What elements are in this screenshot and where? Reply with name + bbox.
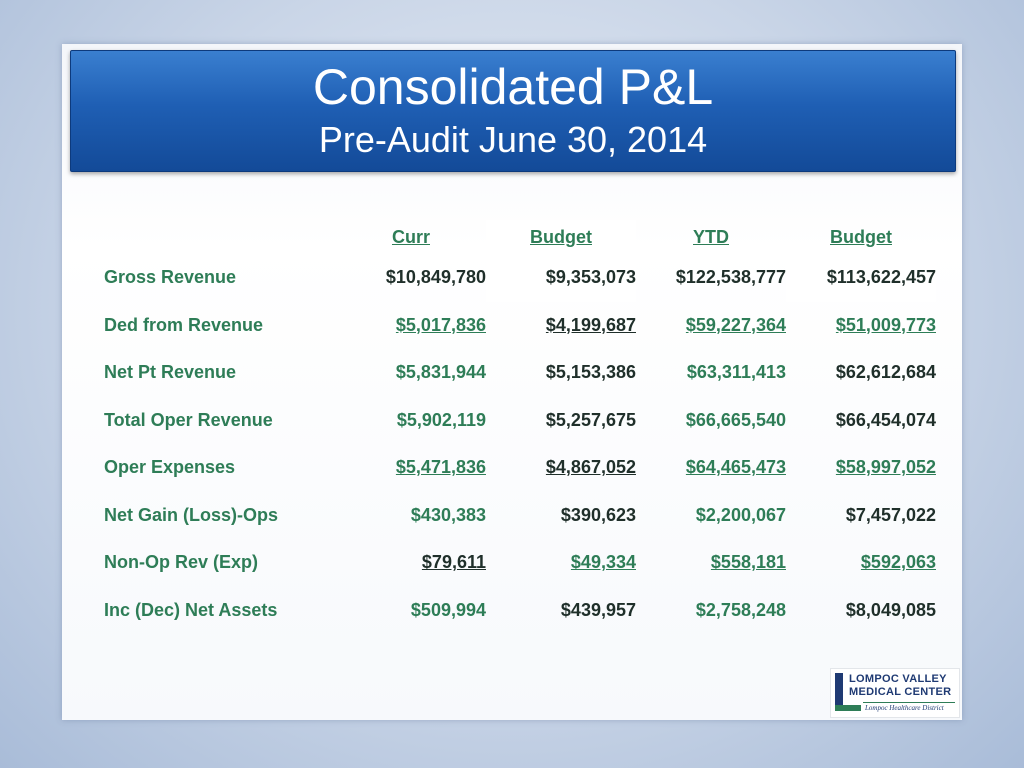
- table-row: Ded from Revenue $5,017,836 $4,199,687 $…: [104, 302, 936, 350]
- row-label: Gross Revenue: [104, 267, 237, 288]
- cell-ytd-budget: $58,997,052: [835, 457, 936, 478]
- cell-budget: $4,199,687: [545, 314, 636, 335]
- cell-curr: $10,849,780: [385, 267, 486, 288]
- slide-title: Consolidated P&L: [312, 59, 714, 115]
- table-row: Net Pt Revenue $5,831,944 $5,153,386 $63…: [104, 349, 936, 397]
- cell-curr: $509,994: [410, 599, 486, 620]
- logo-divider: [863, 702, 955, 703]
- cell-curr: $5,017,836: [395, 314, 486, 335]
- cell-ytd: $2,758,248: [695, 599, 786, 620]
- table-row: Oper Expenses $5,471,836 $4,867,052 $64,…: [104, 444, 936, 492]
- cell-ytd-budget: $113,622,457: [786, 254, 936, 302]
- cell-ytd-budget: $62,612,684: [835, 362, 936, 383]
- cell-budget: $9,353,073: [486, 254, 636, 302]
- cell-ytd: $59,227,364: [685, 314, 786, 335]
- col-header-budget: Budget: [486, 220, 636, 254]
- cell-curr: $430,383: [410, 504, 486, 525]
- row-label: Inc (Dec) Net Assets: [104, 599, 278, 620]
- logo-mark-accent: [835, 705, 861, 711]
- table-row: Net Gain (Loss)-Ops $430,383 $390,623 $2…: [104, 492, 936, 540]
- cell-budget: $5,153,386: [545, 362, 636, 383]
- cell-ytd-budget: $592,063: [860, 552, 936, 573]
- cell-budget: $4,867,052: [545, 457, 636, 478]
- cell-budget: $439,957: [560, 599, 636, 620]
- table-row: Non-Op Rev (Exp) $79,611 $49,334 $558,18…: [104, 539, 936, 587]
- cell-ytd: $66,665,540: [685, 409, 786, 430]
- logo-mark-icon: [835, 673, 843, 705]
- cell-ytd: $64,465,473: [685, 457, 786, 478]
- col-header-curr: Curr: [391, 226, 430, 247]
- col-header-ytd-budget: Budget: [830, 226, 892, 247]
- cell-ytd: $2,200,067: [695, 504, 786, 525]
- table-row: Total Oper Revenue $5,902,119 $5,257,675…: [104, 397, 936, 445]
- title-bar: Consolidated P&L Pre-Audit June 30, 2014: [70, 50, 956, 172]
- cell-budget: $5,257,675: [545, 409, 636, 430]
- row-label: Total Oper Revenue: [104, 409, 273, 430]
- cell-curr: $5,831,944: [395, 362, 486, 383]
- cell-ytd-budget: $8,049,085: [845, 599, 936, 620]
- cell-curr: $79,611: [421, 552, 486, 573]
- logo-line-3: Lompoc Healthcare District: [865, 704, 944, 712]
- row-label: Non-Op Rev (Exp): [104, 552, 259, 573]
- cell-ytd-budget: $51,009,773: [835, 314, 936, 335]
- cell-budget: $390,623: [560, 504, 636, 525]
- table-row: Gross Revenue $10,849,780 $9,353,073 $12…: [104, 254, 936, 302]
- hospital-logo: LOMPOC VALLEY MEDICAL CENTER Lompoc Heal…: [830, 668, 960, 718]
- header-row: Curr Budget YTD Budget: [104, 220, 936, 254]
- slide-subtitle: Pre-Audit June 30, 2014: [318, 119, 708, 160]
- cell-curr: $5,902,119: [396, 409, 486, 430]
- slide: Consolidated P&L Pre-Audit June 30, 2014…: [62, 44, 962, 720]
- cell-ytd: $63,311,413: [686, 362, 786, 383]
- table-row: Inc (Dec) Net Assets $509,994 $439,957 $…: [104, 587, 936, 635]
- row-label: Net Gain (Loss)-Ops: [104, 504, 279, 525]
- row-label: Net Pt Revenue: [104, 362, 237, 383]
- cell-ytd-budget: $7,457,022: [845, 504, 936, 525]
- logo-line-1: LOMPOC VALLEY: [849, 673, 947, 685]
- cell-ytd: $122,538,777: [675, 267, 786, 288]
- row-label-header: [104, 220, 336, 254]
- cell-ytd-budget: $66,454,074: [835, 409, 936, 430]
- row-label: Ded from Revenue: [104, 314, 264, 335]
- col-header-ytd: YTD: [693, 226, 729, 247]
- cell-curr: $5,471,836: [395, 457, 486, 478]
- logo-line-2: MEDICAL CENTER: [849, 686, 952, 698]
- row-label: Oper Expenses: [104, 457, 236, 478]
- pl-table: Curr Budget YTD Budget Gross Revenue $10…: [104, 220, 936, 634]
- cell-ytd: $558,181: [710, 552, 786, 573]
- cell-budget: $49,334: [570, 552, 636, 573]
